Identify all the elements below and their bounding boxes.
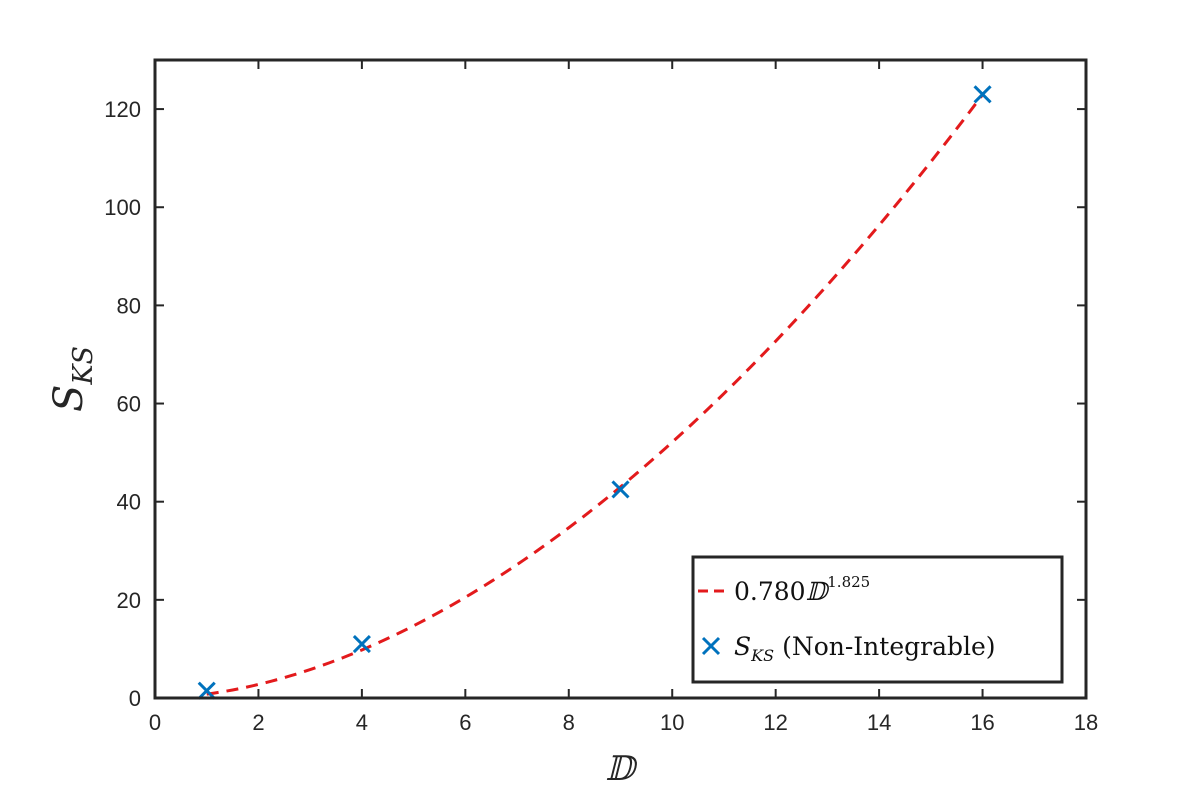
legend-fit-var: 𝔻 [806,577,831,606]
x-tick-label: 8 [563,710,575,735]
y-tick-label: 120 [104,97,141,122]
legend-marker-swatch [701,636,721,656]
x-tick-label: 14 [867,710,891,735]
data-point-marker [352,634,371,654]
y-axis-label-sub: KS [68,346,99,386]
legend-fit-label: 0.780𝔻1.825 [734,573,870,606]
data-point-marker [611,480,630,499]
data-point-marker [973,85,992,104]
y-tick-label: 80 [117,293,141,318]
y-tick-label: 40 [117,490,141,515]
plot-frame [153,58,1088,700]
x-tick-labels: 0 2 4 6 8 10 12 14 16 18 [149,710,1098,735]
data-point-marker [197,681,216,700]
marker-series [197,85,992,700]
legend-marker-main: S [734,632,751,661]
x-tick-label: 6 [459,710,471,735]
legend-fit-exp: 1.825 [827,573,870,591]
y-axis-label-main: S [46,385,92,412]
y-tick-label: 0 [129,686,141,711]
x-tick-label: 12 [763,710,787,735]
x-tick-label: 16 [970,710,994,735]
x-axis-label: 𝔻 [605,749,638,789]
legend-box [691,555,1064,684]
legend-fit-coef: 0.780 [734,577,806,606]
legend: 0.780𝔻1.825 SKS (Non-Integrable) [691,555,1064,684]
x-tick-label: 0 [149,710,161,735]
y-axis-label: SKS [46,346,99,412]
y-tick-label: 20 [117,588,141,613]
legend-marker-sub: KS [750,646,774,665]
legend-marker-label: SKS (Non-Integrable) [734,632,996,665]
x-tick-label: 2 [252,710,264,735]
x-tick-label: 4 [356,710,368,735]
x-tick-label: 10 [660,710,684,735]
y-tick-labels: 0 20 40 60 80 100 120 [104,97,141,711]
y-tick-label: 100 [104,195,141,220]
legend-marker-suffix: (Non-Integrable) [782,632,995,661]
x-tick-label: 18 [1074,710,1098,735]
y-tick-label: 60 [117,392,141,417]
